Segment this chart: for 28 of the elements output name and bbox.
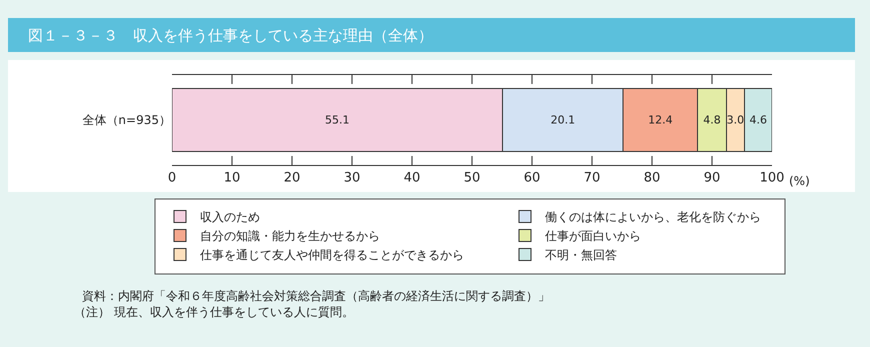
- x-tick-label: 20: [284, 170, 300, 186]
- chart-title: 図１－３－３ 収入を伴う仕事をしている主な理由（全体）: [28, 26, 433, 44]
- data-label: 12.4: [648, 114, 673, 126]
- x-tick-label: 40: [404, 170, 420, 186]
- x-tick-label: 100: [760, 170, 784, 186]
- data-label: 4.8: [703, 114, 721, 126]
- x-axis-title: (%): [789, 174, 810, 188]
- x-tick-label: 80: [644, 170, 660, 186]
- legend-label: 働くのは体によいから、老化を防ぐから: [545, 210, 761, 224]
- y-tick-label: 全体（n=935）: [82, 113, 171, 128]
- legend-label: 自分の知識・能力を生かせるから: [200, 229, 380, 244]
- x-tick-label: 70: [584, 170, 600, 186]
- data-label: 20.1: [550, 114, 576, 126]
- text: 資料：内閣府「令和６年度高齢社会対策総合調査（高齢者の経済生活に関する調査）」: [82, 289, 550, 303]
- text: （注） 現在、収入を伴う仕事をしている人に質問。: [74, 305, 354, 319]
- x-tick-label: 90: [704, 170, 720, 186]
- x-tick-label: 30: [344, 170, 360, 186]
- legend-label: 不明・無回答: [545, 248, 617, 262]
- legend-label: 仕事を通じて友人や仲間を得ることができるから: [199, 248, 464, 262]
- legend-label: 仕事が面白いから: [544, 229, 641, 244]
- x-tick-label: 0: [168, 170, 176, 186]
- x-tick-label: 10: [224, 170, 240, 186]
- x-tick-label: 60: [524, 170, 540, 186]
- legend-label: 収入のため: [200, 210, 260, 224]
- data-label: 4.6: [749, 114, 767, 126]
- data-label: 3.0: [726, 114, 744, 126]
- x-tick-label: 50: [464, 170, 480, 186]
- data-label: 55.1: [325, 114, 350, 126]
